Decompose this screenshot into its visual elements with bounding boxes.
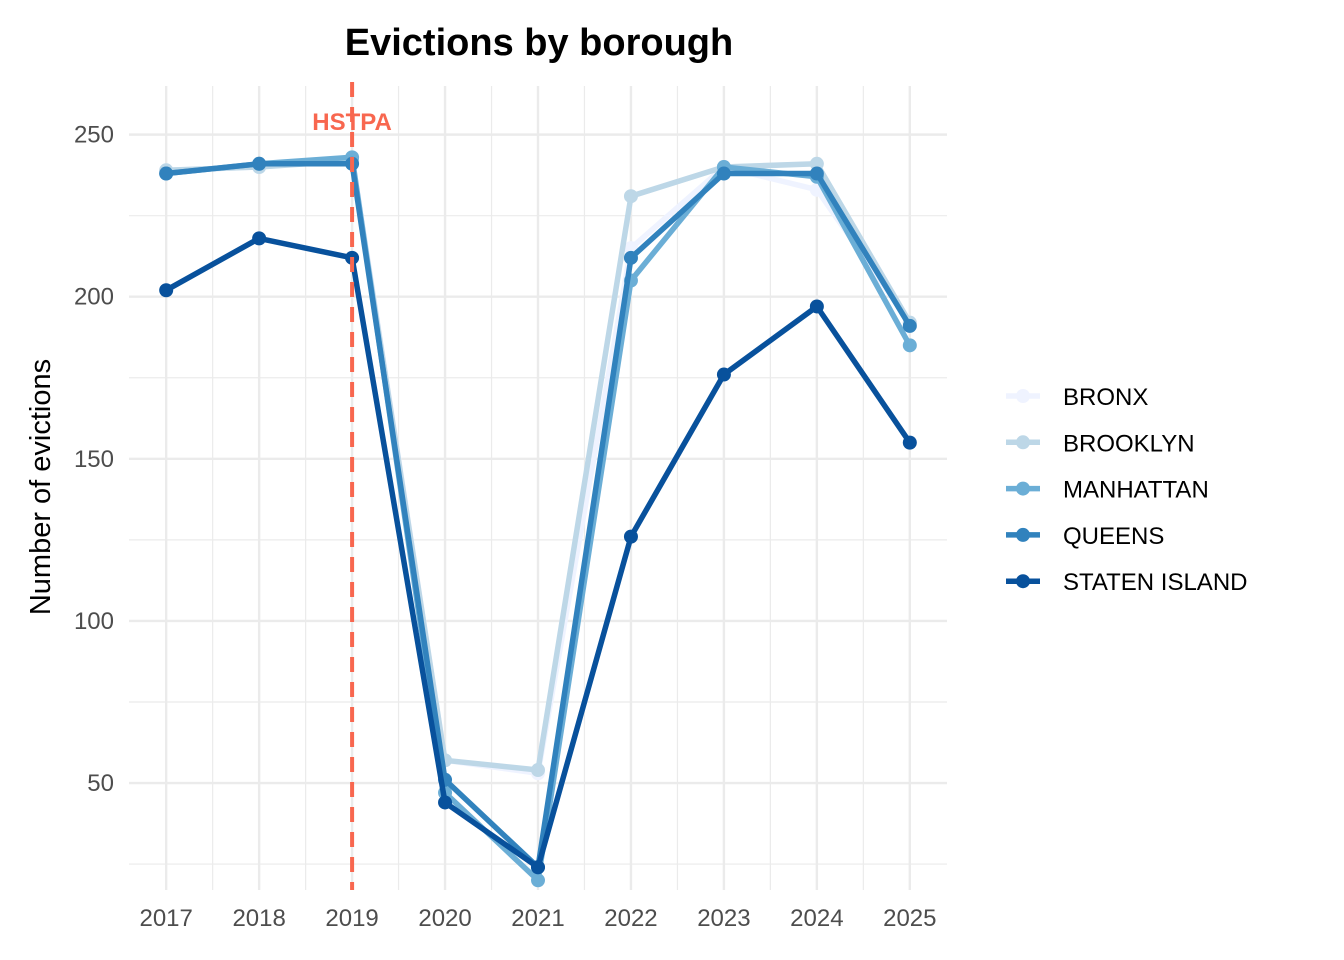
legend-key-point <box>1016 435 1030 450</box>
x-tick-label: 2022 <box>604 905 657 932</box>
y-axis-label: Number of evictions <box>25 359 57 615</box>
data-point <box>531 860 545 875</box>
data-point <box>809 299 824 314</box>
data-point <box>902 318 917 333</box>
legend-item: MANHATTAN <box>1006 477 1209 504</box>
legend-item: BROOKLYN <box>1006 430 1195 457</box>
chart-title: Evictions by borough <box>345 22 733 64</box>
data-point <box>902 338 917 353</box>
y-tick-label: 100 <box>74 608 114 635</box>
y-axis-ticks: 50 100 150 200 250 <box>74 122 114 797</box>
series-staten-island <box>159 231 917 875</box>
legend-item: BRONX <box>1006 384 1148 411</box>
annotations: HSTPA <box>312 82 392 890</box>
data-point <box>159 283 174 298</box>
x-tick-label: 2018 <box>232 905 285 932</box>
legend-key-point <box>1016 574 1030 589</box>
data-point <box>716 166 731 181</box>
y-tick-label: 250 <box>74 122 114 149</box>
data-point <box>809 166 824 181</box>
x-tick-label: 2019 <box>325 905 378 932</box>
x-tick-label: 2017 <box>139 905 192 932</box>
legend-item: QUEENS <box>1006 523 1164 550</box>
legend-key-point <box>1016 389 1030 403</box>
legend-label: STATEN ISLAND <box>1063 569 1247 596</box>
legend-label: BROOKLYN <box>1063 430 1195 457</box>
series-lines <box>159 150 917 888</box>
legend-label: QUEENS <box>1063 523 1164 550</box>
data-point <box>252 156 267 171</box>
x-tick-label: 2021 <box>511 905 564 932</box>
legend-key-point <box>1016 481 1030 496</box>
data-point <box>531 873 545 888</box>
data-point <box>809 156 824 171</box>
legend-key-point <box>1016 527 1030 542</box>
x-tick-label: 2020 <box>418 905 471 932</box>
hstpa-annotation-label: HSTPA <box>312 109 392 136</box>
data-point <box>531 763 545 778</box>
y-tick-label: 200 <box>74 284 114 311</box>
legend: BRONX BROOKLYN MANHATTAN QUEENS STATEN ISLAN… <box>1006 384 1247 596</box>
data-point <box>623 189 638 204</box>
data-point <box>902 435 917 450</box>
y-tick-label: 50 <box>87 770 114 797</box>
data-point <box>159 166 174 181</box>
data-point <box>252 231 267 246</box>
y-tick-label: 150 <box>74 446 114 473</box>
data-point <box>623 250 638 265</box>
legend-item: STATEN ISLAND <box>1006 569 1247 596</box>
x-tick-label: 2023 <box>697 905 750 932</box>
data-point <box>438 795 453 810</box>
x-axis-ticks: 2017 2018 2019 2020 2021 2022 2023 2024 2025 <box>139 905 936 932</box>
data-point <box>716 367 731 382</box>
data-point <box>623 529 638 544</box>
x-tick-label: 2025 <box>883 905 936 932</box>
x-tick-label: 2024 <box>790 905 843 932</box>
legend-label: MANHATTAN <box>1063 477 1209 504</box>
legend-label: BRONX <box>1063 384 1148 411</box>
